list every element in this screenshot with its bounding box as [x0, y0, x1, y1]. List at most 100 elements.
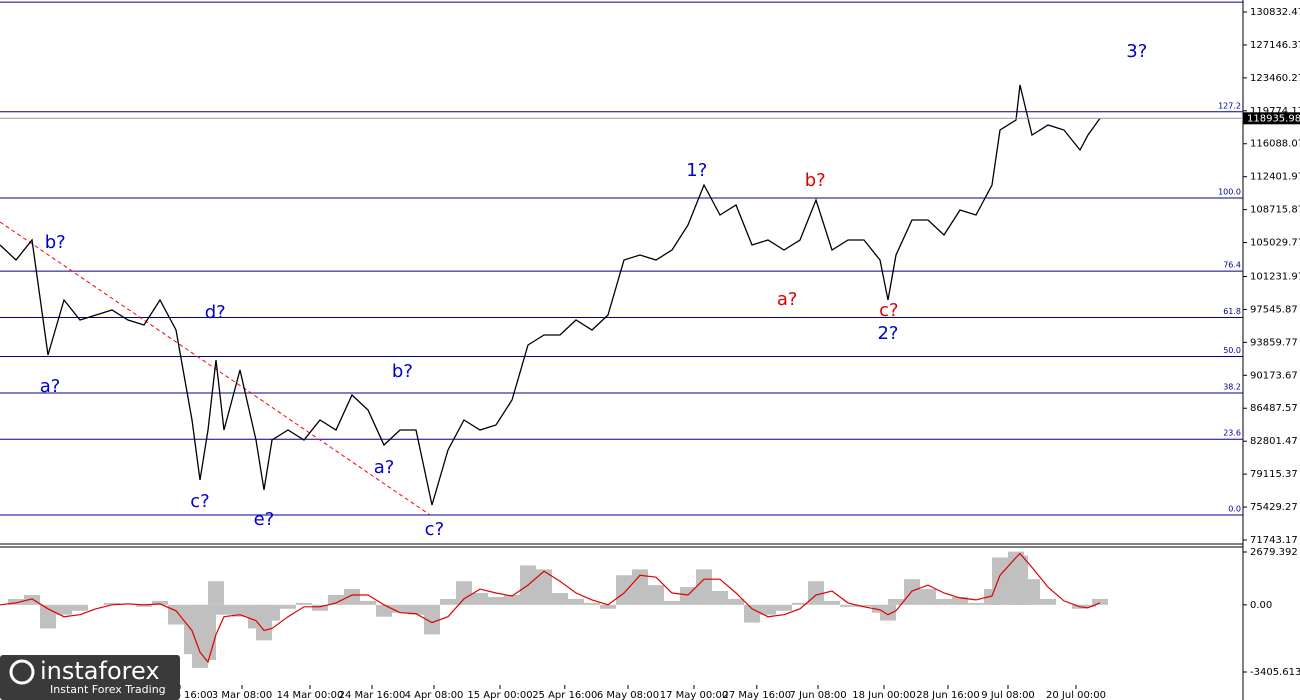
y-tick-label: 79115.37	[1250, 469, 1298, 480]
y-tick-label: 116088.07	[1250, 139, 1300, 150]
histogram-bar	[152, 600, 168, 605]
histogram-bar	[376, 604, 392, 617]
logo: instaforex Instant Forex Trading	[0, 655, 180, 700]
logo-name: instaforex	[40, 657, 160, 685]
wave-label: d?	[205, 302, 226, 323]
histogram-bar	[1024, 579, 1040, 605]
price-line	[0, 84, 1101, 506]
y-tick-label: 90173.67	[1250, 370, 1298, 381]
histogram-bar	[744, 604, 760, 623]
histogram-bar	[424, 604, 440, 635]
histogram-bar	[920, 589, 936, 605]
histogram-bar	[504, 594, 520, 605]
histogram-bar	[104, 602, 120, 605]
wave-label: a?	[40, 376, 61, 397]
histogram-bar	[232, 604, 248, 617]
fib-label: 38.2	[1223, 383, 1241, 392]
histogram-bar	[552, 593, 568, 605]
histogram-bar	[344, 589, 360, 605]
x-tick-label: 17 May 00:00	[660, 690, 729, 700]
fib-label: 50.0	[1223, 346, 1241, 355]
wave-label: b?	[805, 170, 826, 191]
histogram-bar	[72, 604, 88, 611]
fib-label: 23.6	[1223, 429, 1241, 438]
histogram-bar	[712, 591, 728, 605]
wave-label: b?	[392, 361, 413, 382]
histogram-bar	[696, 569, 712, 605]
wave-label: e?	[254, 509, 275, 530]
histogram-bar	[216, 604, 232, 615]
osc-tick-label: 0.00	[1250, 600, 1272, 611]
histogram-bar	[968, 602, 984, 605]
histogram-bar	[1080, 604, 1096, 607]
x-tick-label: 14 Mar 00:00	[277, 690, 344, 700]
signal-line	[0, 552, 1101, 664]
logo-tagline: Instant Forex Trading	[50, 683, 166, 696]
y-tick-label: 86487.57	[1250, 403, 1298, 414]
x-tick-label: 28 Jun 16:00	[916, 690, 980, 700]
y-tick-label: 130832.47	[1250, 7, 1300, 18]
last-price-label: 118935.98	[1247, 113, 1300, 124]
histogram-bar	[136, 604, 152, 607]
y-tick-label: 112401.97	[1250, 172, 1300, 183]
histogram-bar	[208, 581, 224, 605]
wave-label: 1?	[686, 160, 707, 181]
y-tick-label: 101231.97	[1250, 271, 1300, 282]
osc-tick-label: 2679.392	[1250, 547, 1298, 558]
last-price-box	[1243, 112, 1300, 125]
y-tick-label: 97545.87	[1250, 304, 1298, 315]
histogram-bar	[936, 598, 952, 605]
histogram-bar	[856, 604, 872, 607]
y-tick-label: 119774.17	[1250, 106, 1300, 117]
wave-label: 2?	[877, 323, 898, 344]
x-tick-label: 4 Apr 08:00	[405, 690, 464, 700]
histogram-bar	[392, 604, 408, 613]
y-tick-label: 75429.27	[1250, 502, 1298, 513]
histogram-bar	[200, 604, 216, 661]
histogram-bar	[888, 598, 904, 605]
logo-box	[0, 655, 180, 700]
x-tick-label: 27 May 16:00	[723, 690, 792, 700]
histogram-bar	[328, 594, 344, 605]
histogram-bar	[264, 604, 280, 621]
fib-label: 161.8	[1218, 0, 1241, 1]
wave-label: 3?	[1126, 41, 1147, 62]
x-tick-label: 20 Jul 00:00	[1046, 690, 1106, 700]
histogram-bar	[440, 598, 456, 605]
histogram-bar	[360, 600, 376, 605]
histogram-bar	[904, 579, 920, 605]
histogram-bar	[648, 585, 664, 605]
y-tick-label: 123460.27	[1250, 73, 1300, 84]
x-tick-label: 3 Mar 08:00	[212, 690, 272, 700]
fib-label: 127.2	[1218, 101, 1241, 110]
histogram-bar	[992, 557, 1008, 605]
histogram-bar	[168, 604, 184, 625]
fib-label: 76.4	[1223, 261, 1241, 270]
x-tick-label: 18 Jun 00:00	[852, 690, 916, 700]
histogram-bar	[632, 569, 648, 605]
histogram-bar	[408, 604, 424, 615]
logo-icon	[9, 659, 35, 685]
histogram-bar	[840, 604, 856, 607]
y-tick-label: 93859.77	[1250, 337, 1298, 348]
x-tick-label: 15 Apr 00:00	[467, 690, 532, 700]
x-tick-label: 9 Jul 08:00	[981, 690, 1035, 700]
histogram-bar	[824, 600, 840, 605]
fib-label: 100.0	[1218, 187, 1241, 196]
histogram-bar	[776, 604, 792, 611]
histogram-bar	[952, 596, 968, 605]
fib-label: 0.0	[1228, 504, 1241, 513]
histogram-bar	[568, 598, 584, 605]
osc-tick-label: -3405.613	[1250, 667, 1300, 678]
y-tick-label: 127146.37	[1250, 40, 1300, 51]
histogram-bar	[472, 593, 488, 605]
histogram-bar	[664, 600, 680, 605]
y-tick-label: 71743.17	[1250, 535, 1298, 546]
histogram-bar	[616, 575, 632, 605]
x-tick-label: 7 Jun 08:00	[789, 690, 846, 700]
histogram-bar	[536, 569, 552, 605]
wave-label: c?	[879, 300, 898, 321]
y-tick-label: 82801.47	[1250, 436, 1298, 447]
